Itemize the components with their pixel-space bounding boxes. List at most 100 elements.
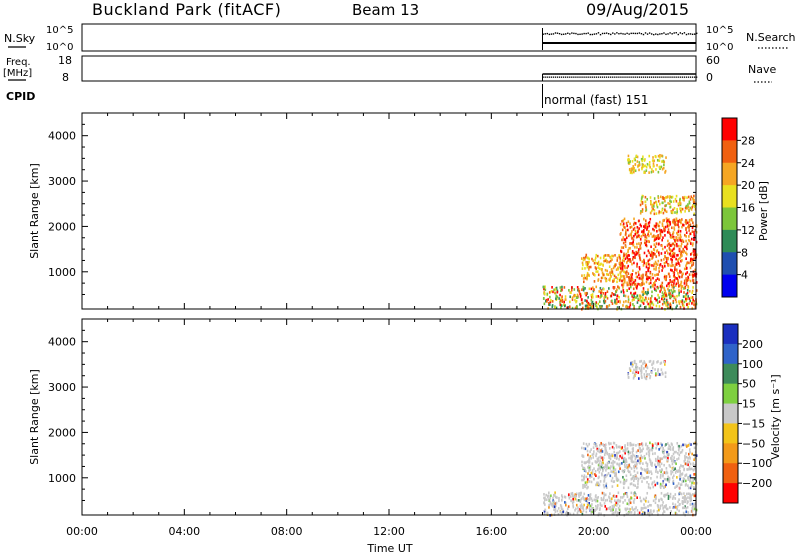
data-cell bbox=[674, 506, 677, 509]
data-cell bbox=[686, 297, 688, 301]
data-cell bbox=[685, 497, 687, 501]
data-cell bbox=[680, 290, 682, 293]
data-cell bbox=[627, 470, 630, 474]
data-cell bbox=[583, 447, 585, 450]
data-cell bbox=[581, 306, 584, 310]
data-cell bbox=[587, 485, 589, 489]
data-cell bbox=[679, 207, 681, 210]
beam-label: Beam 13 bbox=[352, 1, 419, 19]
nsearch-point bbox=[673, 32, 675, 34]
data-cell bbox=[664, 301, 667, 305]
data-cell bbox=[629, 482, 632, 486]
nsearch-point bbox=[562, 33, 565, 35]
data-cell bbox=[660, 252, 663, 255]
data-cell bbox=[604, 448, 607, 451]
data-cell bbox=[629, 277, 632, 281]
data-cell bbox=[650, 211, 652, 215]
data-cell bbox=[644, 443, 647, 447]
data-cell bbox=[631, 230, 633, 233]
data-cell bbox=[647, 486, 650, 489]
data-cell bbox=[659, 285, 662, 288]
data-cell bbox=[615, 457, 618, 460]
data-cell bbox=[638, 227, 640, 230]
data-cell bbox=[667, 257, 669, 261]
data-cell bbox=[628, 502, 630, 506]
data-cell bbox=[685, 474, 687, 477]
data-cell bbox=[596, 497, 598, 500]
velocity-colorbar-label: Velocity [m s⁻¹] bbox=[769, 374, 782, 459]
data-cell bbox=[638, 242, 640, 245]
data-cell bbox=[586, 480, 589, 484]
data-cell bbox=[643, 251, 646, 255]
data-cell bbox=[624, 507, 627, 511]
data-cell bbox=[658, 499, 660, 503]
data-cell bbox=[626, 495, 629, 499]
data-cell bbox=[630, 491, 633, 495]
data-cell bbox=[672, 254, 675, 257]
data-cell bbox=[599, 502, 602, 505]
data-cell bbox=[664, 493, 667, 497]
data-cell bbox=[677, 244, 680, 248]
data-cell bbox=[645, 297, 647, 301]
data-cell bbox=[617, 266, 619, 270]
data-cell bbox=[622, 449, 625, 452]
data-cell bbox=[568, 496, 571, 500]
data-cell bbox=[623, 478, 626, 482]
data-cell bbox=[678, 469, 681, 472]
cpid-program: normal (fast) 151 bbox=[544, 93, 648, 107]
data-cell bbox=[659, 220, 661, 224]
data-cell bbox=[642, 462, 644, 465]
data-cell bbox=[661, 247, 664, 251]
data-cell bbox=[677, 230, 680, 233]
data-cell bbox=[624, 465, 626, 469]
data-cell bbox=[632, 449, 634, 453]
data-cell bbox=[649, 285, 652, 289]
nsearch-point bbox=[599, 33, 602, 36]
data-cell bbox=[580, 510, 582, 513]
data-cell bbox=[650, 476, 652, 480]
data-cell bbox=[666, 219, 669, 222]
data-cell bbox=[677, 271, 679, 275]
data-cell bbox=[582, 478, 585, 482]
data-cell bbox=[627, 465, 629, 469]
data-cell bbox=[586, 497, 588, 501]
data-cell bbox=[625, 305, 627, 308]
data-cell bbox=[653, 208, 656, 212]
data-cell bbox=[638, 235, 641, 239]
data-cell bbox=[604, 463, 607, 467]
data-cell bbox=[580, 293, 582, 296]
data-cell bbox=[634, 494, 637, 497]
data-cell bbox=[665, 455, 667, 459]
data-cell bbox=[606, 498, 608, 502]
data-cell bbox=[619, 260, 622, 263]
data-cell bbox=[668, 247, 671, 250]
data-cell bbox=[622, 475, 624, 479]
data-cell bbox=[551, 504, 554, 508]
nave-point bbox=[663, 76, 665, 78]
data-cell bbox=[627, 512, 629, 515]
data-cell bbox=[671, 249, 674, 252]
data-cell bbox=[635, 275, 638, 279]
nsearch-point bbox=[657, 33, 659, 36]
data-cell bbox=[651, 482, 653, 486]
data-cell bbox=[601, 267, 603, 271]
data-cell bbox=[654, 452, 656, 455]
data-cell bbox=[693, 274, 696, 277]
data-cell bbox=[604, 451, 607, 454]
data-cell bbox=[661, 208, 664, 212]
data-cell bbox=[598, 267, 601, 270]
velocity-data bbox=[543, 359, 698, 517]
data-cell bbox=[646, 197, 649, 201]
data-cell bbox=[645, 265, 648, 269]
data-cell bbox=[598, 443, 601, 447]
data-cell bbox=[649, 359, 652, 363]
data-cell bbox=[561, 498, 563, 502]
data-cell bbox=[595, 499, 597, 503]
data-cell bbox=[655, 226, 657, 229]
data-cell bbox=[615, 290, 618, 294]
data-cell bbox=[666, 220, 668, 224]
data-cell bbox=[650, 300, 652, 304]
data-cell bbox=[645, 262, 647, 265]
data-cell bbox=[581, 464, 583, 467]
